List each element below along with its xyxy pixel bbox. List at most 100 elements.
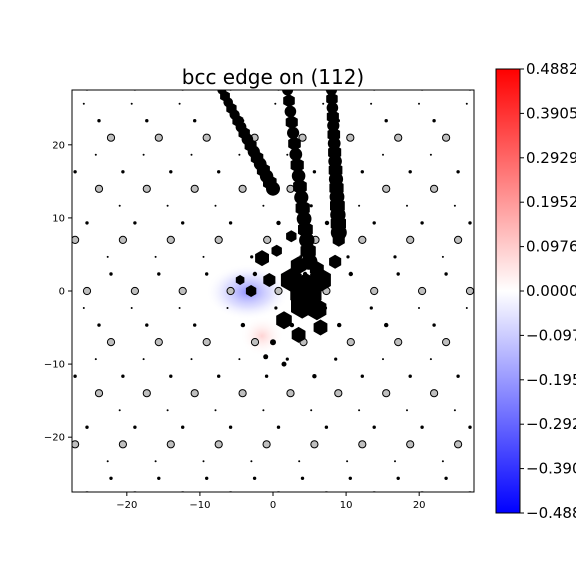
atom-dot-small <box>393 255 397 259</box>
atom-open <box>250 338 260 347</box>
slip-marker <box>284 105 297 118</box>
colorbar-tick-label: −0.29294 <box>526 415 576 433</box>
atom-dot-small <box>250 255 254 259</box>
atom-dot <box>312 374 317 379</box>
atom-dot <box>396 476 400 480</box>
atom-dot-small <box>238 358 241 361</box>
atom-dot-small <box>465 307 468 309</box>
atom-open <box>286 389 295 398</box>
atom-dot <box>217 374 221 378</box>
core-atom <box>286 230 297 243</box>
atom-dot <box>348 271 353 277</box>
atom-dot-small <box>441 460 444 463</box>
atom-dot-small <box>190 358 193 361</box>
atom-open <box>72 440 80 449</box>
atom-dot <box>193 119 197 123</box>
atom-dot-small <box>82 307 85 309</box>
colorbar <box>495 68 521 514</box>
atom-open <box>154 133 163 142</box>
atom-dot-small <box>369 306 373 310</box>
slip-trace-layer <box>217 90 347 270</box>
atom-open <box>465 286 474 296</box>
atom-dot <box>420 221 424 225</box>
dislocation-core-layer <box>235 230 345 367</box>
colorbar-axis: −0.48823 −0.39058 −0.29294 −0.19529 −0.09764… <box>520 60 576 522</box>
atom-open <box>94 389 104 398</box>
atom-open <box>132 90 138 91</box>
atom-dot-small <box>382 153 384 156</box>
slip-marker <box>326 92 338 106</box>
atom-dot-small <box>441 255 444 258</box>
atom-open <box>202 133 211 142</box>
atom-dot-small <box>166 204 169 207</box>
slip-marker <box>290 157 304 173</box>
atom-dot <box>408 374 412 378</box>
atom-dot <box>109 272 113 276</box>
atom-dot-small <box>346 460 349 463</box>
colorbar-tick-label: 0.09764 <box>526 238 576 256</box>
atom-dot-small <box>214 409 217 412</box>
atom-dot <box>181 221 185 225</box>
slip-marker <box>282 90 294 96</box>
colorbar-tick-label: 0.39058 <box>526 104 576 122</box>
atom-open <box>430 389 439 398</box>
atom-open <box>274 286 283 296</box>
atom-layer <box>72 90 474 492</box>
atom-dot-small <box>453 409 456 412</box>
atom-dot <box>300 476 305 480</box>
slip-marker <box>294 190 309 205</box>
atom-dot <box>348 476 352 480</box>
core-atom <box>329 254 342 269</box>
atom-open <box>454 440 463 449</box>
atom-open <box>94 184 104 193</box>
slip-marker <box>266 181 280 196</box>
atom-open <box>180 491 185 492</box>
displacement-field-positive <box>240 316 284 356</box>
atom-dot <box>432 119 436 123</box>
atom-dot-small <box>106 255 109 258</box>
atom-dot <box>169 170 173 174</box>
atom-open <box>370 286 379 296</box>
atom-dot <box>384 322 389 328</box>
atom-open <box>262 440 271 449</box>
atom-open <box>276 491 281 492</box>
atom-dot-small <box>465 102 468 105</box>
atom-open <box>394 338 403 347</box>
slip-marker <box>287 126 300 139</box>
atom-dot-small <box>429 358 432 361</box>
atom-dot-small <box>334 357 338 361</box>
atom-open <box>82 286 92 296</box>
atom-open <box>382 389 391 398</box>
atom-dot <box>109 476 113 480</box>
core-atom <box>245 285 257 297</box>
slip-marker <box>283 94 295 108</box>
atom-dot <box>276 220 281 226</box>
atom-dot-small <box>226 307 229 309</box>
core-atom <box>309 261 324 278</box>
atom-dot-small <box>238 153 241 156</box>
atom-dot <box>468 425 472 429</box>
atom-dot-small <box>178 307 181 309</box>
atom-dot <box>337 322 342 328</box>
atom-open <box>418 286 427 296</box>
atom-open <box>430 184 439 193</box>
atom-dot-small <box>142 358 145 361</box>
colorbar-tick-label: −0.39058 <box>526 460 576 478</box>
atom-open <box>334 389 343 398</box>
atom-open <box>132 491 138 492</box>
atom-open <box>72 235 80 244</box>
atom-dot-small <box>130 102 133 105</box>
atom-open <box>358 235 367 244</box>
atom-dot <box>384 119 388 123</box>
atom-dot-small <box>310 409 313 412</box>
atom-open <box>214 235 223 244</box>
atom-dot <box>312 170 317 174</box>
atom-open <box>346 338 355 347</box>
atom-dot-small <box>166 409 169 412</box>
atom-dot-small <box>250 460 253 463</box>
atom-dot <box>145 119 149 123</box>
x-tick-label: 0 <box>270 500 276 511</box>
core-atom <box>281 361 287 367</box>
colorbar-tick-label: −0.09764 <box>526 326 576 344</box>
atom-dot-small <box>190 153 193 156</box>
